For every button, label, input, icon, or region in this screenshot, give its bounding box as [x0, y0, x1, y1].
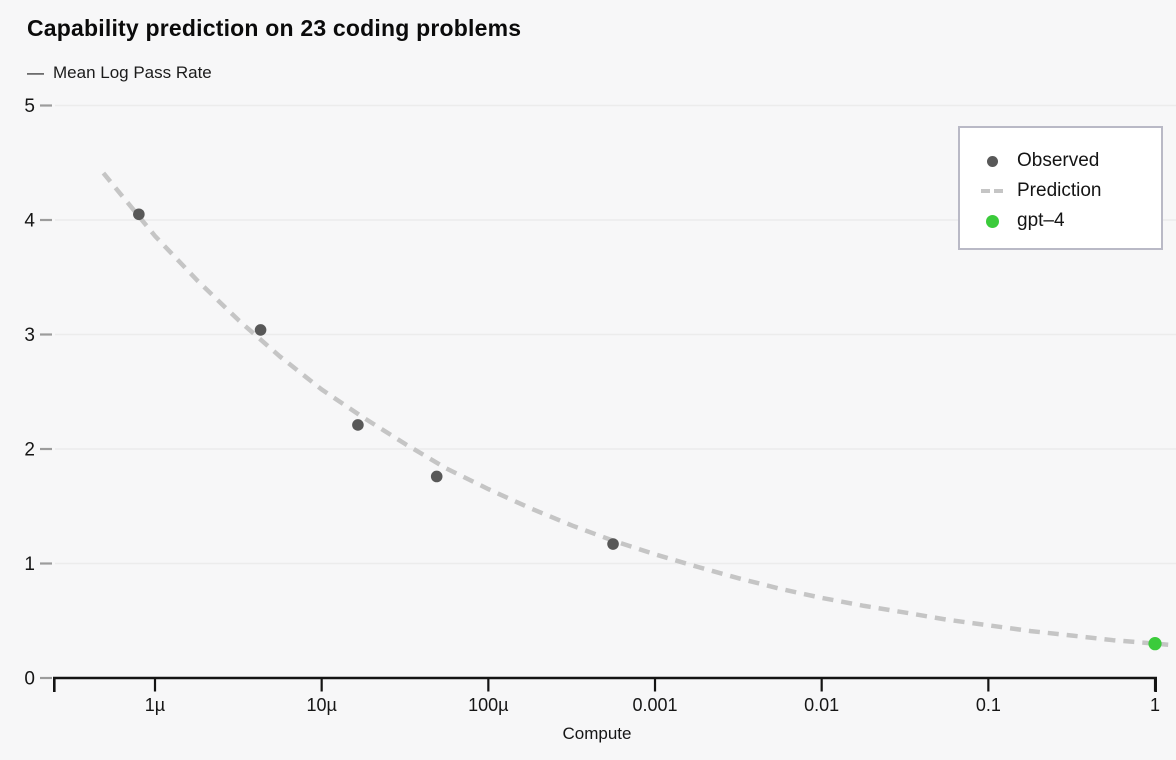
- y-tick-label: 5: [24, 96, 35, 117]
- x-tick-label: 1: [1150, 695, 1160, 715]
- prediction-dash-icon: [981, 189, 1003, 193]
- legend-item-observed: Observed: [980, 146, 1161, 176]
- gpt4-point: [1148, 637, 1162, 651]
- x-tick-label: 0.01: [804, 695, 839, 715]
- legend-label: Observed: [1017, 150, 1100, 171]
- legend-marker-cell: [980, 189, 1004, 193]
- legend-marker-cell: [980, 214, 1004, 228]
- legend-item-prediction: Prediction: [980, 176, 1161, 206]
- y-tick-label: 3: [24, 325, 35, 346]
- x-tick-label: 10µ: [306, 695, 336, 715]
- x-tick-label: 100µ: [468, 695, 508, 715]
- y-tick-label: 2: [24, 440, 35, 461]
- y-tick-label: 4: [24, 211, 35, 232]
- observed-point: [133, 208, 145, 221]
- x-tick-label: 0.001: [632, 695, 677, 715]
- legend-label: Prediction: [1017, 180, 1102, 201]
- observed-point: [430, 470, 443, 483]
- prediction-curve: [101, 171, 1169, 648]
- legend-item-gpt4: gpt–4: [980, 206, 1161, 236]
- x-tick-label: 1µ: [145, 695, 165, 715]
- observed-point: [254, 324, 267, 336]
- legend: Observed Prediction gpt–4: [958, 126, 1163, 250]
- chart-title: Capability prediction on 23 coding probl…: [27, 15, 522, 41]
- y-axis-series-label: Mean Log Pass Rate: [53, 63, 212, 82]
- legend-marker-cell: [980, 155, 1004, 167]
- observed-dot-icon: [986, 155, 998, 167]
- y-tick-label: 1: [24, 554, 35, 575]
- y-tick-label: 0: [24, 669, 35, 690]
- subtitle-dash-icon: —: [27, 63, 44, 82]
- observed-point: [607, 538, 619, 550]
- x-axis-title: Compute: [563, 724, 632, 743]
- observed-point: [352, 419, 364, 431]
- gpt4-dot-icon: [985, 214, 999, 228]
- x-tick-label: 0.1: [976, 695, 1001, 715]
- chart-subtitle: — Mean Log Pass Rate: [27, 63, 212, 83]
- legend-label: gpt–4: [1017, 210, 1065, 231]
